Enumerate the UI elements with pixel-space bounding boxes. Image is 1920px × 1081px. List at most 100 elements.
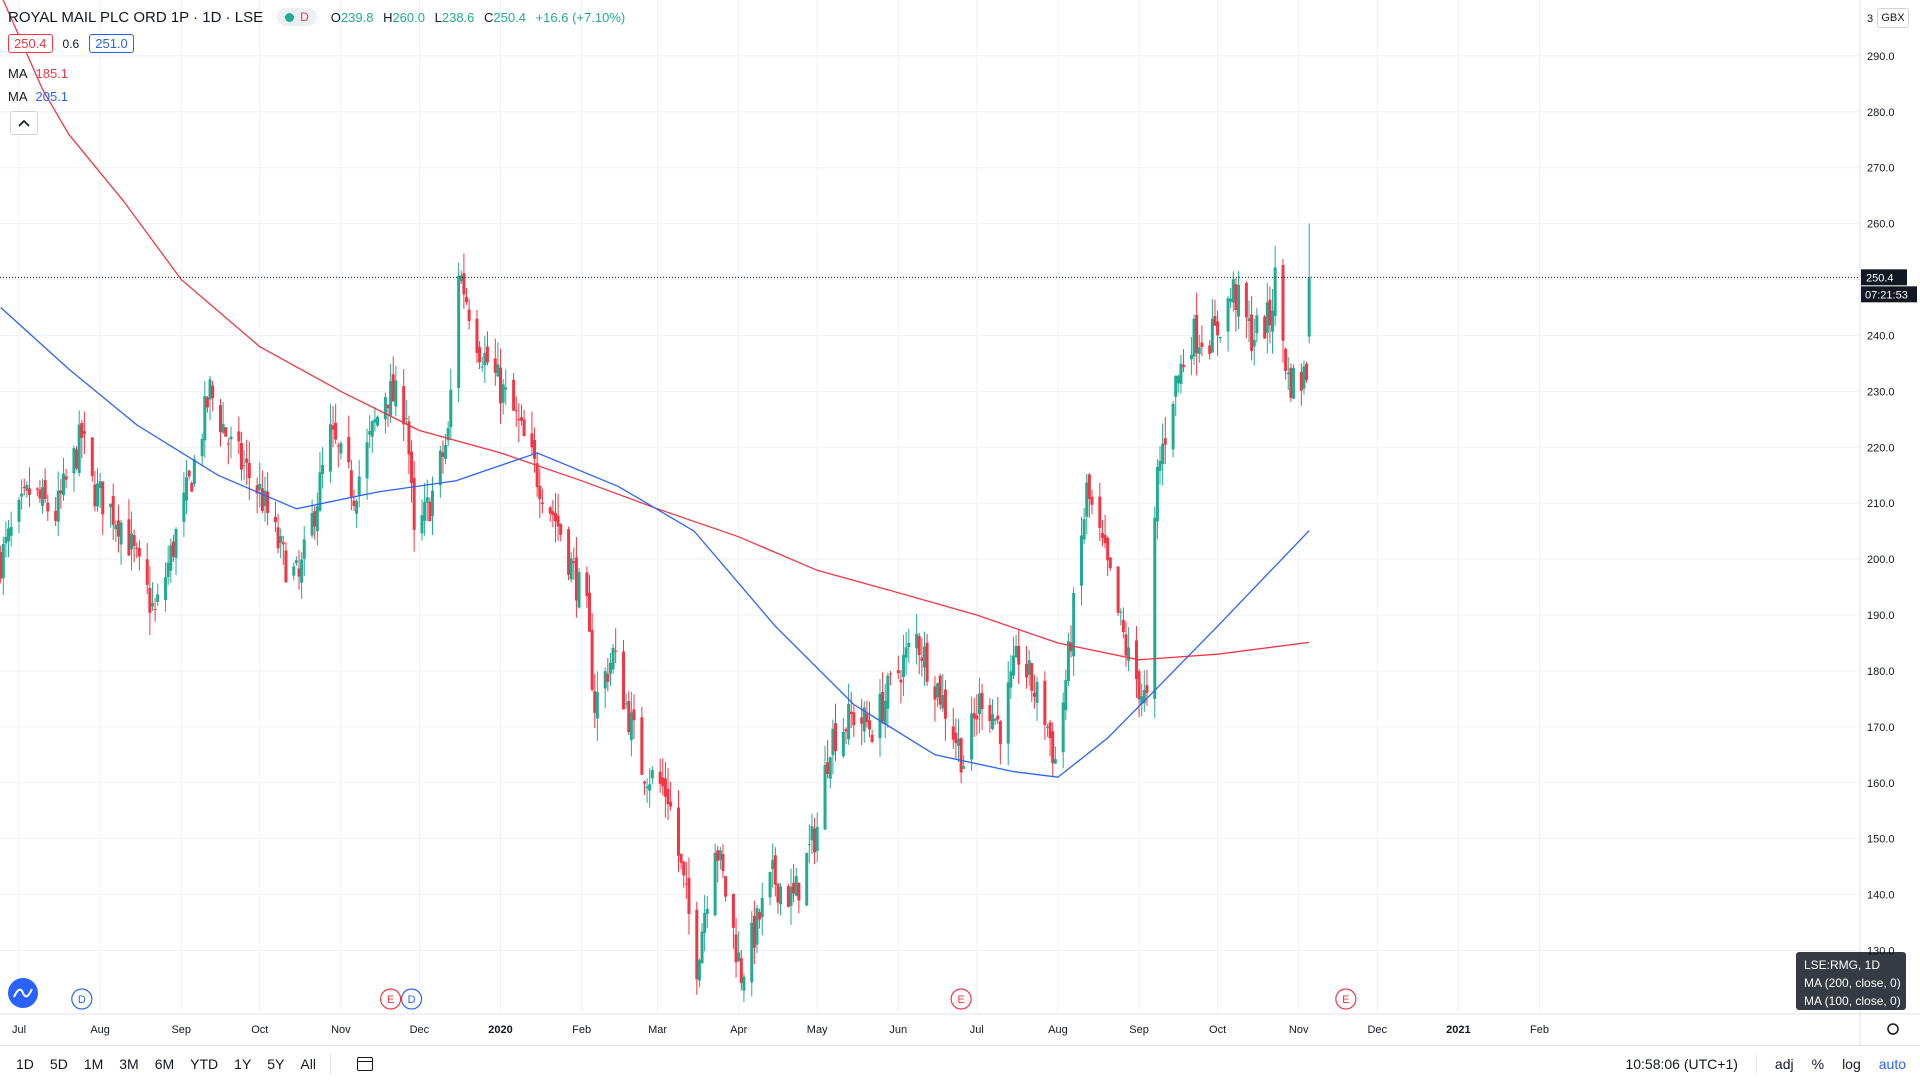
candle-body <box>1307 277 1311 337</box>
candle-body <box>991 714 995 729</box>
candle-body <box>1116 566 1120 613</box>
candle-body <box>951 726 955 740</box>
timeframe-ytd[interactable]: YTD <box>190 1055 219 1072</box>
candle-body <box>205 397 209 408</box>
candle-body <box>593 691 597 713</box>
candle-body <box>870 734 874 742</box>
candle-body <box>666 788 670 805</box>
candle-body <box>1082 519 1086 540</box>
candle-body <box>260 488 264 511</box>
candle-body <box>1121 619 1125 633</box>
clock-time[interactable]: 10:58:06 (UTC+1) <box>1625 1055 1738 1072</box>
timeframe-all[interactable]: All <box>300 1055 316 1072</box>
candle-body <box>755 908 759 945</box>
tradingview-logo-icon[interactable] <box>8 978 38 1008</box>
symbol-title[interactable]: ROYAL MAIL PLC ORD 1P · 1D · LSE <box>8 8 264 26</box>
candle-body <box>72 448 76 474</box>
candle-body <box>512 379 516 411</box>
candle-body <box>936 683 940 698</box>
candle-body <box>556 515 560 527</box>
log-toggle[interactable]: log <box>1842 1055 1861 1072</box>
collapse-legend-button[interactable] <box>10 111 38 135</box>
candle-body <box>742 976 746 991</box>
percent-toggle[interactable]: % <box>1811 1055 1825 1072</box>
high-label: H <box>383 9 393 25</box>
auto-toggle[interactable]: auto <box>1878 1055 1906 1072</box>
timeframe-1d[interactable]: 1D <box>16 1055 34 1072</box>
candle-body <box>993 718 997 721</box>
buy-price-button[interactable]: 251.0 <box>89 34 134 53</box>
timeframe-3m[interactable]: 3M <box>119 1055 139 1072</box>
candle-body <box>902 655 906 678</box>
candle-body <box>1 544 5 579</box>
info-ma100: MA (100, close, 0) <box>1804 994 1901 1008</box>
candle-body <box>577 572 581 608</box>
candle-body <box>54 510 58 521</box>
candle-body <box>373 419 377 423</box>
candle-body <box>483 352 487 366</box>
status-badge[interactable]: D <box>277 8 317 26</box>
candle-body <box>530 433 534 448</box>
candle-body <box>703 912 707 934</box>
timeframe-1m[interactable]: 1M <box>83 1055 104 1072</box>
candle-body <box>273 516 277 523</box>
candle-body <box>917 635 921 656</box>
x-tick-label: Sep <box>1129 1024 1149 1036</box>
market-status-icon <box>285 12 295 22</box>
candle-body <box>64 476 68 480</box>
candle-body <box>394 380 398 407</box>
ma100-legend[interactable]: MA 205.1 <box>8 89 68 104</box>
candle-body <box>700 931 704 964</box>
timeframe-1y[interactable]: 1Y <box>234 1055 252 1072</box>
candle-body <box>687 877 691 915</box>
candle-body <box>768 871 772 898</box>
candle-body <box>1100 533 1104 539</box>
candle-body <box>697 960 701 981</box>
open-label: O <box>330 9 341 25</box>
candle-body <box>357 476 361 496</box>
candle-body <box>899 679 903 683</box>
candle-body <box>352 500 356 507</box>
candle-body <box>752 915 756 948</box>
candle-body <box>444 445 448 459</box>
candle-body <box>881 691 885 722</box>
candle-body <box>255 485 259 494</box>
ma200-legend[interactable]: MA 185.1 <box>8 66 68 81</box>
candle-body <box>1195 314 1199 354</box>
close-value: 250.4 <box>493 9 526 25</box>
candle-body <box>425 497 429 503</box>
gear-icon[interactable] <box>1887 1023 1899 1035</box>
candle-body <box>1284 348 1288 371</box>
candle-body <box>90 437 94 477</box>
toolbar-divider <box>1755 1053 1757 1074</box>
spread-value: 0.6 <box>62 36 80 51</box>
sell-price-button[interactable]: 250.4 <box>8 34 53 53</box>
candle-body <box>883 700 887 724</box>
candle-body <box>608 662 612 674</box>
x-tick-label: Jul <box>970 1024 984 1036</box>
y-tick-label: 180.0 <box>1867 666 1895 678</box>
adj-toggle[interactable]: adj <box>1774 1055 1794 1072</box>
timeframe-5d[interactable]: 5D <box>49 1055 68 1072</box>
dividend-marker <box>71 988 93 1010</box>
calendar-icon[interactable] <box>356 1056 373 1071</box>
toolbar-divider <box>329 1053 331 1074</box>
candle-body <box>815 826 819 851</box>
candle-body <box>938 675 942 705</box>
ma200-line <box>2 0 1310 661</box>
candle-body <box>27 488 31 495</box>
candle-body <box>284 550 288 583</box>
candle-body <box>41 487 45 507</box>
candle-body <box>739 958 743 983</box>
candle-body <box>313 511 317 527</box>
timeframe-6m[interactable]: 6M <box>154 1055 175 1072</box>
candle-body <box>349 470 353 498</box>
candle-body <box>860 717 864 724</box>
candle-body <box>1072 592 1076 657</box>
y-tick-label: 280.0 <box>1867 107 1895 119</box>
candle-body <box>114 524 118 530</box>
currency-badge[interactable]: GBX <box>1877 8 1909 28</box>
candle-body <box>972 713 976 719</box>
timeframe-5y[interactable]: 5Y <box>267 1055 285 1072</box>
